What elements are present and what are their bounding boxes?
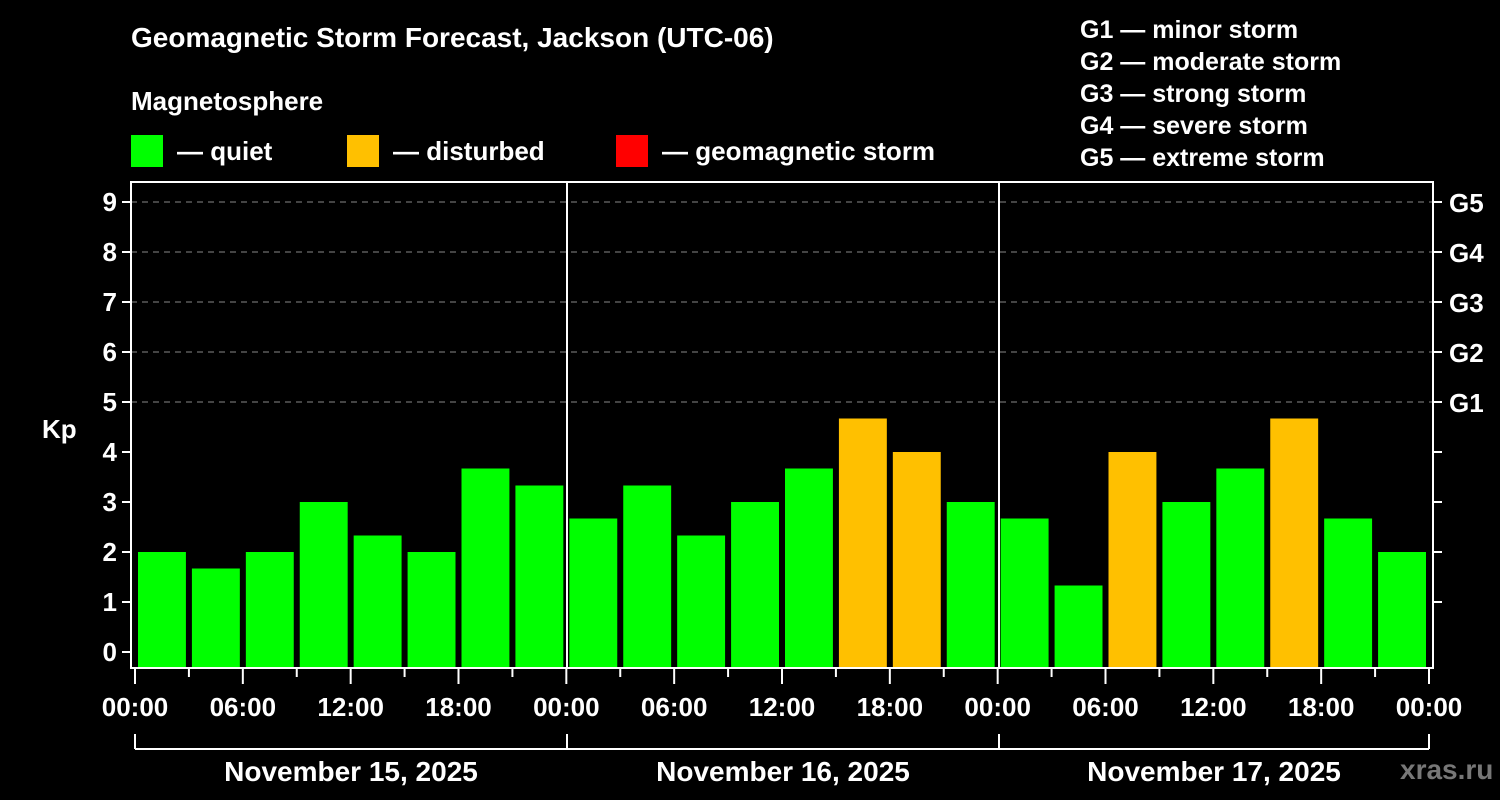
kp-bar bbox=[353, 535, 402, 668]
kp-bar bbox=[138, 552, 186, 668]
y-axis-label: Kp bbox=[42, 414, 77, 444]
x-tick-label: 00:00 bbox=[1396, 692, 1463, 722]
x-tick-label: 18:00 bbox=[857, 692, 924, 722]
x-axis: 00:00 06:00 12:00 18:00 00:00 06:00 12:00 18:00… bbox=[102, 668, 1463, 787]
y-tick-label: 9 bbox=[103, 187, 117, 217]
legend-quiet: — quiet bbox=[131, 135, 272, 167]
x-tick-label: 12:00 bbox=[1180, 692, 1247, 722]
storm-swatch-icon bbox=[616, 135, 648, 167]
y-tick-label: 8 bbox=[103, 237, 117, 267]
g-tick-label: G1 bbox=[1449, 388, 1484, 418]
kp-bar bbox=[191, 568, 240, 668]
y-tick-label: 5 bbox=[103, 387, 117, 417]
kp-bar bbox=[892, 452, 941, 668]
kp-bar bbox=[731, 502, 779, 668]
kp-bar bbox=[569, 518, 618, 668]
y-tick-label: 7 bbox=[103, 287, 117, 317]
g-scale-item: G3 — strong storm bbox=[1080, 80, 1307, 108]
day-label: November 15, 2025 bbox=[224, 756, 478, 787]
kp-bar bbox=[1216, 468, 1265, 668]
y-tick-label: 2 bbox=[103, 537, 117, 567]
g-tick-label: G2 bbox=[1449, 338, 1484, 368]
g-scale-legend: G1 — minor storm G2 — moderate storm G3 … bbox=[1080, 14, 1341, 174]
legend-label: — disturbed bbox=[393, 135, 545, 166]
x-tick-label: 00:00 bbox=[964, 692, 1031, 722]
kp-bar bbox=[946, 502, 995, 668]
y-tick-label: 3 bbox=[103, 487, 117, 517]
kp-bar bbox=[1000, 518, 1049, 668]
y-tick-label: 0 bbox=[103, 637, 117, 667]
kp-bar bbox=[785, 468, 833, 668]
g-tick-label: G3 bbox=[1449, 288, 1484, 318]
x-tick-label: 06:00 bbox=[1072, 692, 1139, 722]
g-scale-item: G2 — moderate storm bbox=[1080, 48, 1342, 76]
y-tick-label: 1 bbox=[103, 587, 117, 617]
g-tick-label: G4 bbox=[1449, 238, 1484, 268]
y-axis: 0 1 2 3 4 5 6 7 8 9 bbox=[103, 187, 131, 667]
g-scale-item: G4 — severe storm bbox=[1080, 112, 1308, 140]
legend-storm: — geomagnetic storm bbox=[616, 135, 935, 167]
x-tick-label: 00:00 bbox=[533, 692, 600, 722]
g-scale-item: G1 — minor storm bbox=[1080, 16, 1299, 44]
kp-bar bbox=[1324, 518, 1373, 668]
g-tick-label: G5 bbox=[1449, 188, 1484, 218]
g-axis: G1 G2 G3 G4 G5 bbox=[1433, 188, 1484, 603]
kp-bar bbox=[838, 418, 887, 668]
kp-bar bbox=[461, 468, 510, 668]
kp-bar bbox=[1108, 452, 1157, 668]
kp-bar bbox=[1270, 418, 1319, 668]
kp-bar bbox=[677, 535, 726, 668]
y-tick-label: 4 bbox=[103, 437, 118, 467]
watermark: xras.ru bbox=[1400, 754, 1494, 785]
kp-bar bbox=[1054, 585, 1103, 668]
x-tick-label: 18:00 bbox=[1288, 692, 1355, 722]
x-tick-label: 12:00 bbox=[749, 692, 816, 722]
kp-bar bbox=[407, 552, 456, 668]
legend-subtitle: Magnetosphere bbox=[131, 86, 324, 116]
day-label: November 16, 2025 bbox=[656, 756, 910, 787]
kp-bar bbox=[623, 485, 672, 668]
x-tick-label: 12:00 bbox=[317, 692, 384, 722]
kp-bar bbox=[1378, 552, 1426, 668]
x-tick-label: 18:00 bbox=[425, 692, 492, 722]
quiet-swatch-icon bbox=[131, 135, 163, 167]
kp-bar bbox=[245, 552, 294, 668]
g-scale-item: G5 — extreme storm bbox=[1080, 144, 1325, 172]
legend-disturbed: — disturbed bbox=[347, 135, 545, 167]
kp-bar bbox=[299, 502, 348, 668]
kp-bar bbox=[1162, 502, 1211, 668]
grid-lines bbox=[131, 201, 1433, 403]
x-tick-label: 00:00 bbox=[102, 692, 169, 722]
legend-label: — geomagnetic storm bbox=[662, 135, 936, 166]
kp-bar bbox=[515, 485, 564, 668]
day-label: November 17, 2025 bbox=[1087, 756, 1341, 787]
bars bbox=[138, 418, 1426, 668]
x-tick-label: 06:00 bbox=[210, 692, 277, 722]
x-tick-label: 06:00 bbox=[641, 692, 708, 722]
disturbed-swatch-icon bbox=[347, 135, 379, 167]
y-tick-label: 6 bbox=[103, 337, 117, 367]
chart-title: Geomagnetic Storm Forecast, Jackson (UTC… bbox=[131, 22, 774, 53]
legend-label: — quiet bbox=[177, 135, 273, 166]
